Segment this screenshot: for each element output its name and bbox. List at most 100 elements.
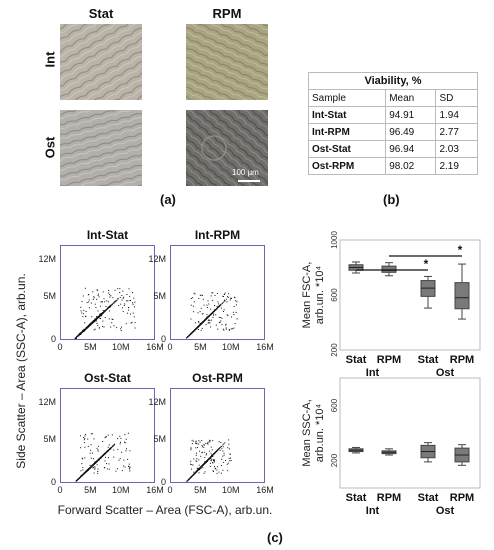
scatter-y-tick: 0 [160,334,166,344]
scale-bar-label: 100 µm [232,168,259,177]
box-category-label: RPM [450,492,474,504]
box [420,275,436,309]
box-category-label: Stat [346,492,367,504]
scatter-y-tick: 12M [38,254,56,265]
table-row: Ost-Stat 96.94 2.03 [307,140,478,158]
box-category-label: Stat [346,354,367,366]
table-row: Int-Stat 94.91 1.94 [307,106,478,124]
row-mean: 94.91 [385,106,437,124]
box-group-label: Int [366,505,380,517]
scatter-points [74,287,136,339]
scatter-y-tick: 5M [43,434,56,445]
box-y-label: arb.un. *10⁴ [314,403,326,462]
box-group-label: Int [366,367,380,379]
scatter-title: Int-RPM [194,228,241,242]
scatter-x-axis-label: Forward Scatter – Area (FSC-A), arb.un. [57,503,273,517]
table-row: Int-RPM 96.49 2.77 [307,123,478,141]
box-group-label: Ost [436,367,455,379]
scatter-plot [170,245,265,340]
box-y-tick: 200 [330,453,339,467]
box [454,444,470,466]
panel-c-label: (c) [267,530,283,545]
box-chart-fsc: 200 600 1000 Mean FSC-A, arb.un. *10⁴ Stat RPM… [301,231,481,379]
box-category-label: RPM [377,492,401,504]
table-row: Ost-RPM 98.02 2.19 [307,157,478,175]
scatter-x-tick: 0 [167,342,173,352]
scatter-y-tick: 5M [43,291,56,302]
row-sd: 2.77 [435,123,478,141]
box-y-label: Mean SSC-A, [301,399,313,466]
scatter-x-tick: 10M [112,342,130,352]
scatter-x-tick: 16M [256,485,274,495]
col-header-stat: Stat [88,6,114,21]
micrograph-int-rpm [186,24,268,100]
row-header-int: Int [42,51,58,68]
row-mean: 96.94 [385,140,437,158]
box-group-label: Ost [436,505,455,517]
col-sd: SD [435,89,478,107]
box-category-label: Stat [418,354,439,366]
viability-table: Viability, % Sample Mean SD Int-Stat 94.… [307,72,478,175]
scatter-y-tick: 12M [148,397,166,408]
scatter-x-tick: 5M [194,485,207,495]
box-y-tick: 600 [330,288,339,302]
scatter-y-tick: 5M [153,291,166,302]
scatter-x-tick: 0 [57,485,63,495]
scatter-frame [170,245,265,340]
col-mean: Mean [385,89,437,107]
scatter-y-tick: 12M [38,397,56,408]
scatter-x-tick: 0 [167,485,173,495]
scatter-y-tick: 0 [50,334,56,344]
scatter-plot [60,245,155,340]
scatter-x-tick: 5M [84,342,97,352]
scatter-x-tick: 10M [112,485,130,495]
micrograph-ost-rpm: 100 µm [186,110,268,186]
row-sd: 2.03 [435,140,478,158]
box-y-tick: 1000 [330,231,339,249]
box-y-tick: 200 [330,343,339,357]
scatter-x-tick: 10M [222,485,240,495]
scatter-points [185,292,238,339]
row-sample: Ost-RPM [307,157,387,175]
scatter-x-tick: 5M [194,342,207,352]
box [348,446,364,454]
col-header-rpm: RPM [212,6,242,21]
box [420,442,436,463]
row-mean: 98.02 [385,157,437,175]
scatter-x-tick: 16M [146,485,164,495]
scatter-title: Int-Stat [86,228,129,242]
scatter-x-tick: 0 [57,342,63,352]
box-y-label: arb.un. *10⁴ [314,265,326,324]
row-sd: 2.19 [435,157,478,175]
scatter-plot [60,388,155,483]
scatter-frame [60,388,155,483]
scatter-plot [170,388,265,483]
scatter-y-tick: 5M [153,434,166,445]
box [348,261,364,274]
box-chart-ssc: 200 600 Mean SSC-A, arb.un. *10⁴ Stat RPM Stat… [301,377,481,517]
box-frame [339,239,481,351]
scatter-x-tick: 16M [146,342,164,352]
box [454,263,470,320]
scatter-y-tick: 12M [148,254,166,265]
scatter-frame [60,245,155,340]
box-y-tick: 600 [330,398,339,412]
box-category-label: RPM [377,354,401,366]
scatter-x-tick: 10M [222,342,240,352]
scatter-points [75,432,131,482]
box-y-label: Mean FSC-A, [301,262,313,329]
row-sd: 1.94 [435,106,478,124]
scatter-frame [170,388,265,483]
micrograph-int-stat [60,24,142,100]
scatter-x-tick: 5M [84,485,97,495]
box-category-label: Stat [418,492,439,504]
scatter-points [186,439,232,482]
row-sample: Int-RPM [307,123,387,141]
panel-b-label: (b) [383,192,400,207]
scatter-y-tick: 0 [50,477,56,487]
significance-mark: * [424,257,429,271]
row-sample: Ost-Stat [307,140,387,158]
scatter-title: Ost-RPM [192,371,243,385]
scatter-y-tick: 0 [160,477,166,487]
